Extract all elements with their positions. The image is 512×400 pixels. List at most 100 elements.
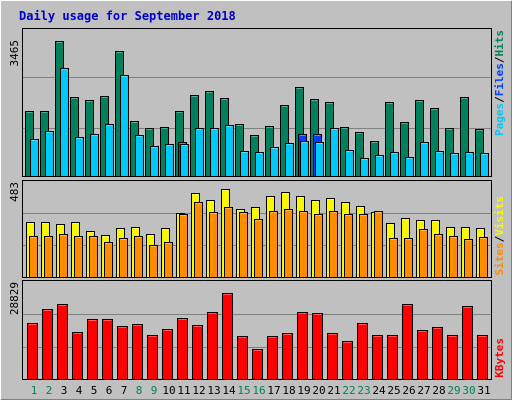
day-label: 5 bbox=[91, 384, 98, 397]
hits-bar bbox=[385, 102, 394, 177]
sites-bar bbox=[419, 229, 428, 278]
sites-bar bbox=[119, 238, 128, 278]
day-label: 15 bbox=[237, 384, 250, 397]
hits-bar bbox=[460, 97, 469, 177]
day-label: 18 bbox=[282, 384, 295, 397]
day-label: 4 bbox=[76, 384, 83, 397]
pages-bar bbox=[195, 128, 204, 177]
sites-bar bbox=[464, 239, 473, 278]
pages-bar bbox=[480, 153, 489, 177]
kbytes-bar bbox=[177, 318, 188, 380]
day-label: 9 bbox=[151, 384, 158, 397]
legend-entry-sites: Sites bbox=[493, 242, 506, 275]
day-label: 25 bbox=[387, 384, 400, 397]
kbytes-bar bbox=[252, 349, 263, 380]
sites-bar bbox=[134, 236, 143, 278]
pages-bar bbox=[180, 144, 189, 177]
day-label: 8 bbox=[136, 384, 143, 397]
day-label: 29 bbox=[447, 384, 460, 397]
day-label: 16 bbox=[252, 384, 265, 397]
day-label: 30 bbox=[462, 384, 475, 397]
kbytes-bar bbox=[237, 336, 248, 380]
kbytes-bar bbox=[327, 333, 338, 380]
sites-bar bbox=[59, 234, 68, 278]
pages-bar bbox=[435, 151, 444, 177]
pages-bar bbox=[45, 131, 54, 177]
visitors-legend: Sites/Visits bbox=[493, 196, 506, 276]
usage-legend: Pages/Files/Hits bbox=[493, 30, 506, 136]
kbytes-bar bbox=[27, 323, 38, 380]
sites-bar bbox=[434, 234, 443, 278]
hits-bar bbox=[355, 132, 364, 177]
day-label: 22 bbox=[342, 384, 355, 397]
visitors-max-label: 483 bbox=[8, 182, 21, 202]
chart-title: Daily usage for September 2018 bbox=[19, 9, 236, 23]
pages-bar bbox=[165, 144, 174, 177]
sites-bar bbox=[254, 219, 263, 278]
kbytes-bar bbox=[222, 293, 233, 380]
pages-bar bbox=[465, 152, 474, 177]
pages-bar bbox=[375, 155, 384, 177]
day-label: 21 bbox=[327, 384, 340, 397]
kbytes-bar bbox=[357, 323, 368, 380]
sites-bar bbox=[209, 212, 218, 278]
kbytes-bar bbox=[477, 335, 488, 380]
legend-kbytes-text: KBytes bbox=[493, 338, 506, 378]
sites-bar bbox=[314, 214, 323, 278]
sites-bar bbox=[74, 236, 83, 278]
kbytes-bar bbox=[162, 329, 173, 380]
day-label: 3 bbox=[61, 384, 68, 397]
hits-bar bbox=[430, 108, 439, 177]
legend-separator: / bbox=[493, 56, 506, 63]
sites-bar bbox=[449, 236, 458, 278]
pages-bar bbox=[90, 134, 99, 177]
pages-bar bbox=[210, 128, 219, 177]
sites-bar bbox=[89, 236, 98, 278]
pages-bar bbox=[270, 147, 279, 177]
kbytes-bar bbox=[447, 335, 458, 380]
sites-bar bbox=[284, 209, 293, 278]
sites-bar bbox=[344, 214, 353, 278]
sites-bar bbox=[179, 214, 188, 278]
kbytes-bar bbox=[282, 333, 293, 380]
pages-bar bbox=[405, 157, 414, 177]
sites-bar bbox=[329, 211, 338, 278]
sites-bar bbox=[269, 211, 278, 278]
day-label: 7 bbox=[121, 384, 128, 397]
sites-bar bbox=[194, 202, 203, 278]
legend-entry-pages: Pages bbox=[493, 103, 506, 136]
kbytes-bar bbox=[102, 319, 113, 380]
sites-bar bbox=[44, 236, 53, 278]
pages-bar bbox=[345, 150, 354, 177]
legend-usage-text: Pages/Files/Hits bbox=[493, 30, 506, 136]
hits-bar bbox=[415, 100, 424, 177]
kbytes-bar bbox=[87, 319, 98, 380]
hits-bar bbox=[280, 105, 289, 177]
day-label: 31 bbox=[477, 384, 490, 397]
kbytes-bar bbox=[432, 327, 443, 380]
day-label: 14 bbox=[222, 384, 236, 397]
pages-bar bbox=[30, 139, 39, 177]
kbytes-bar bbox=[402, 304, 413, 380]
kbytes-bar bbox=[267, 336, 278, 380]
sites-bar bbox=[239, 212, 248, 278]
day-label: 28 bbox=[432, 384, 445, 397]
day-label: 27 bbox=[417, 384, 430, 397]
day-label: 13 bbox=[207, 384, 220, 397]
kbytes-bar bbox=[372, 335, 383, 380]
visitors-panel: 483 Sites/Visits bbox=[8, 180, 506, 278]
day-label: 26 bbox=[402, 384, 415, 397]
legend-entry-files: Files bbox=[493, 63, 506, 96]
sites-bar bbox=[149, 245, 158, 278]
pages-bar bbox=[60, 68, 69, 177]
legend-entry-visits: Visits bbox=[493, 196, 506, 236]
kbytes-bar bbox=[117, 326, 128, 380]
kbytes-bar bbox=[147, 335, 158, 380]
usage-panel: 3465 Pages/Files/Hits bbox=[8, 28, 506, 177]
legend-visitors-text: Sites/Visits bbox=[493, 196, 506, 276]
day-label: 19 bbox=[297, 384, 310, 397]
pages-bar bbox=[255, 152, 264, 177]
sites-bar bbox=[404, 238, 413, 278]
hits-bar bbox=[400, 122, 409, 177]
